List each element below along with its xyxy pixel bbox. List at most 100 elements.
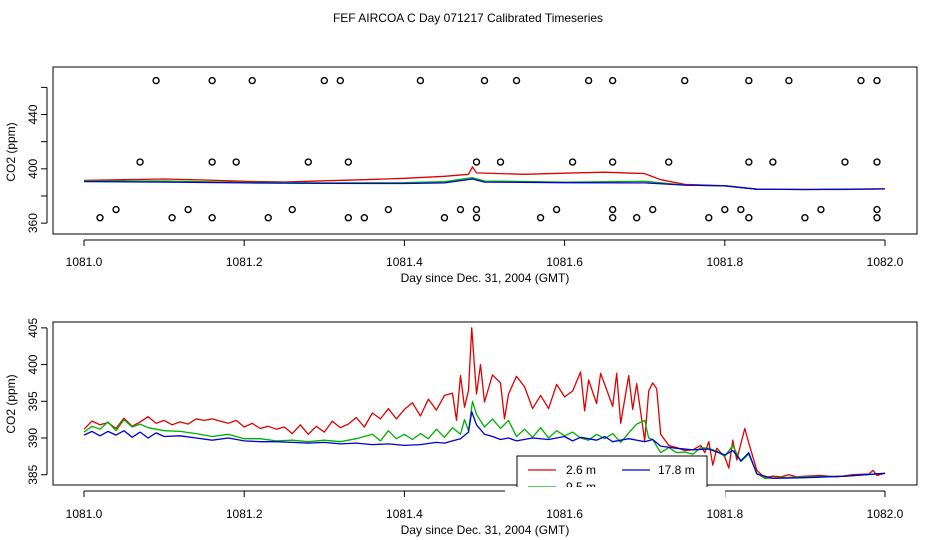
bottom-y-tick-label: 400 [26,354,40,374]
calibration-circle-marker [552,205,561,214]
calibration-circle-marker [608,76,617,85]
top-y-axis-label: CO2 (ppm) [4,122,18,181]
calibration-circle-marker [873,205,881,214]
top-x-tick-label: 1081.4 [386,255,423,269]
top-circle-markers [96,76,881,222]
bottom-x-axis-label: Day since Dec. 31, 2004 (GMT) [401,523,570,537]
top-y-tick-label: 360 [26,213,40,233]
calibration-circle-marker [817,205,825,214]
calibration-circle-marker [472,214,481,222]
bottom-y-tick-label: 390 [26,428,40,448]
bottom-series-2-6-mm [83,327,886,479]
calibration-circle-marker [232,158,240,166]
legend-box [516,455,708,489]
calibration-circle-marker [136,158,144,166]
legend-clip-mask [505,487,725,501]
calibration-circle-marker [649,205,657,214]
calibration-circle-marker [841,158,849,166]
bottom-x-tick-label: 1081.2 [226,507,263,521]
calibration-circle-marker [456,205,465,214]
bottom-y-tick-label: 385 [26,464,40,484]
bottom-x-tick-label: 1081.4 [386,507,423,521]
calibration-circle-marker [745,158,753,166]
bottom-series-17-8-mm [83,410,886,480]
calibration-circle-marker [344,214,353,222]
calibration-circle-marker [873,214,881,222]
top-series-17-8-mm [83,178,886,191]
top-x-axis-label: Day since Dec. 31, 2004 (GMT) [401,271,570,285]
legend-label-17-8m: 17.8 m [658,463,695,477]
top-y-tick-label: 440 [26,104,40,124]
calibration-circle-marker [681,76,689,85]
top-y-axis: 360 400 440 [26,86,48,233]
top-x-tick-label: 1081.2 [226,255,263,269]
calibration-circle-marker [512,76,521,85]
bottom-y-axis: 385 390 395 400 405 [26,318,48,485]
top-x-axis: 1081.0 1081.2 1081.4 1081.6 1081.8 1082.0 [66,239,904,269]
calibration-circle-marker [264,214,272,222]
top-x-tick-label: 1081.0 [66,255,103,269]
calibration-circle-marker [384,205,393,214]
calibration-circle-marker [168,214,176,222]
calibration-circle-marker [152,76,160,85]
bottom-y-tick-label: 395 [26,391,40,411]
calibration-circle-marker [737,205,745,214]
bottom-x-axis: 1081.0 1081.2 1081.4 1081.6 1081.8 1082.0 [66,490,904,521]
calibration-circle-marker [480,76,489,85]
bottom-y-tick-label: 405 [26,318,40,338]
calibration-circle-marker [608,214,617,222]
calibration-circle-marker [208,214,216,222]
top-y-tick-label: 400 [26,158,40,178]
top-x-tick-label: 1081.6 [546,255,583,269]
calibration-circle-marker [568,158,577,166]
calibration-circle-marker [288,205,296,214]
calibration-circle-marker [584,76,593,85]
bottom-y-axis-label: CO2 (ppm) [4,374,18,433]
calibration-circle-marker [536,214,545,222]
bottom-x-tick-label: 1082.0 [867,507,904,521]
calibration-circle-marker [336,76,345,85]
calibration-circle-marker [208,158,216,166]
calibration-circle-marker [632,214,641,222]
calibration-circle-marker [248,76,256,85]
top-series-2-6-mm [83,166,886,191]
bottom-x-tick-label: 1081.8 [706,507,743,521]
bottom-x-tick-label: 1081.6 [546,507,583,521]
calibration-circle-marker [112,205,120,214]
calibration-circle-marker [208,76,216,85]
calibration-circle-marker [304,158,312,166]
calibration-circle-marker [472,205,481,214]
calibration-circle-marker [608,158,617,166]
top-plot-frame [52,66,918,235]
calibration-circle-marker [873,158,881,166]
calibration-circle-marker [705,214,713,222]
bottom-plot-frame [52,321,918,486]
calibration-circle-marker [801,214,809,222]
bottom-x-tick-label: 1081.0 [66,507,103,521]
calibration-circle-marker [344,158,353,166]
calibration-circle-marker [320,76,328,85]
top-panel: 360 400 440 1081.0 1081.2 1081.4 1081.6 1081.8… [4,66,918,285]
calibration-circle-marker [665,158,673,166]
bottom-panel: 385 390 395 400 405 1081.0 1081.2 1081.4 1081.6… [4,318,918,537]
calibration-circle-marker [873,76,881,85]
figure-title: FEF AIRCOA C Day 071217 Calibrated Times… [333,11,603,25]
bottom-series-group [83,327,886,480]
calibration-circle-marker [184,205,192,214]
calibration-circle-marker [857,76,865,85]
bottom-series-9-5-mm [83,400,886,480]
top-series-group [83,166,886,191]
calibration-circle-marker [608,205,617,214]
calibration-circle-marker [360,214,369,222]
legend-label-2-6m: 2.6 m [566,463,596,477]
top-x-tick-label: 1082.0 [867,255,904,269]
top-x-tick-label: 1081.8 [706,255,743,269]
calibration-circle-marker [416,76,425,85]
calibration-circle-marker [96,214,104,222]
calibration-circle-marker [745,76,753,85]
calibration-circle-marker [472,158,481,166]
calibration-circle-marker [785,76,793,85]
calibration-circle-marker [440,214,449,222]
calibration-circle-marker [496,158,505,166]
